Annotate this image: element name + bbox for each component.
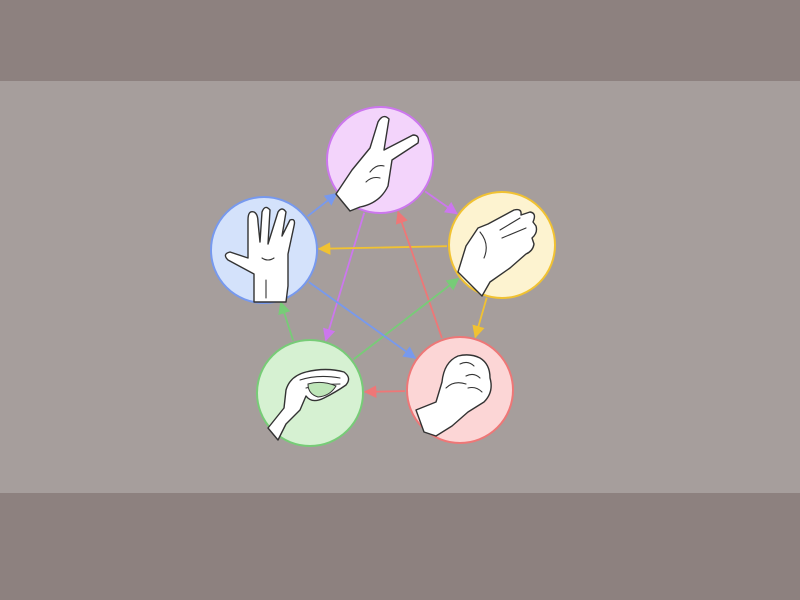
lizard-hand-icon bbox=[267, 368, 350, 441]
rock-fist-icon bbox=[415, 354, 492, 437]
edge-lizard-to-spock bbox=[278, 301, 295, 341]
edge-lizard-to-paper bbox=[353, 277, 460, 361]
edge-spock-to-rock bbox=[308, 281, 417, 359]
nodes-layer bbox=[210, 106, 556, 447]
edges-layer bbox=[278, 190, 488, 398]
edge-rock-to-lizard bbox=[363, 385, 406, 398]
top-band bbox=[0, 0, 800, 81]
paper-hand-icon bbox=[457, 208, 538, 297]
node-rock bbox=[406, 336, 514, 444]
bottom-band bbox=[0, 493, 800, 598]
edge-scissors-to-paper bbox=[424, 190, 458, 215]
node-paper bbox=[448, 191, 556, 299]
edge-scissors-to-lizard bbox=[323, 212, 366, 342]
node-scissors bbox=[326, 106, 434, 214]
spock-hand-icon bbox=[224, 206, 296, 303]
edge-paper-to-rock bbox=[472, 297, 488, 339]
edge-paper-to-spock bbox=[317, 242, 448, 255]
node-lizard bbox=[256, 339, 364, 447]
scissors-hand-icon bbox=[335, 115, 420, 212]
edge-rock-to-scissors bbox=[395, 210, 443, 339]
node-spock bbox=[210, 196, 318, 304]
edge-spock-to-scissors bbox=[306, 192, 338, 218]
